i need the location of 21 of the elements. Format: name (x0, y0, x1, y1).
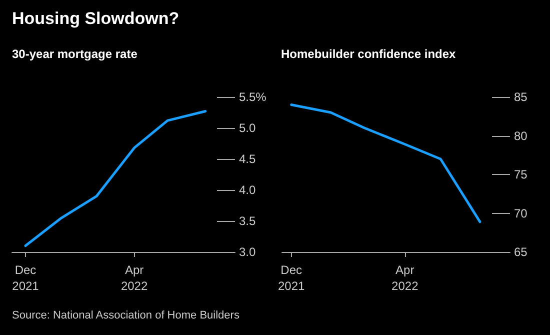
x-tick-label: Dec 2021 (12, 263, 40, 293)
y-tick-label: 85 (514, 90, 528, 104)
y-tick-label: 70 (514, 206, 528, 220)
y-tick-label: 5.0 (239, 121, 256, 135)
y-tick-label: 3.0 (239, 245, 256, 259)
y-tick-label: 65 (514, 245, 528, 259)
y-tick-label: 3.5 (239, 214, 256, 228)
y-tick-label: 4.0 (239, 183, 256, 197)
chart-subtitle: 30-year mortgage rate (12, 47, 138, 61)
x-tick-label: Dec 2021 (278, 263, 306, 293)
line-series (290, 104, 482, 224)
chart-title: Housing Slowdown? (12, 9, 180, 28)
y-tick-label: 4.5 (239, 152, 256, 166)
y-tick-label: 75 (514, 168, 528, 182)
chart-subtitle: Homebuilder confidence index (281, 47, 456, 61)
x-tick-label: Apr 2022 (392, 263, 419, 293)
y-tick-label: 80 (514, 128, 528, 143)
source-note: Source: National Association of Home Builders (12, 310, 240, 322)
y-tick-label: 5.5% (239, 90, 267, 104)
x-tick-label: Apr 2022 (120, 263, 148, 293)
line-series (24, 110, 207, 248)
